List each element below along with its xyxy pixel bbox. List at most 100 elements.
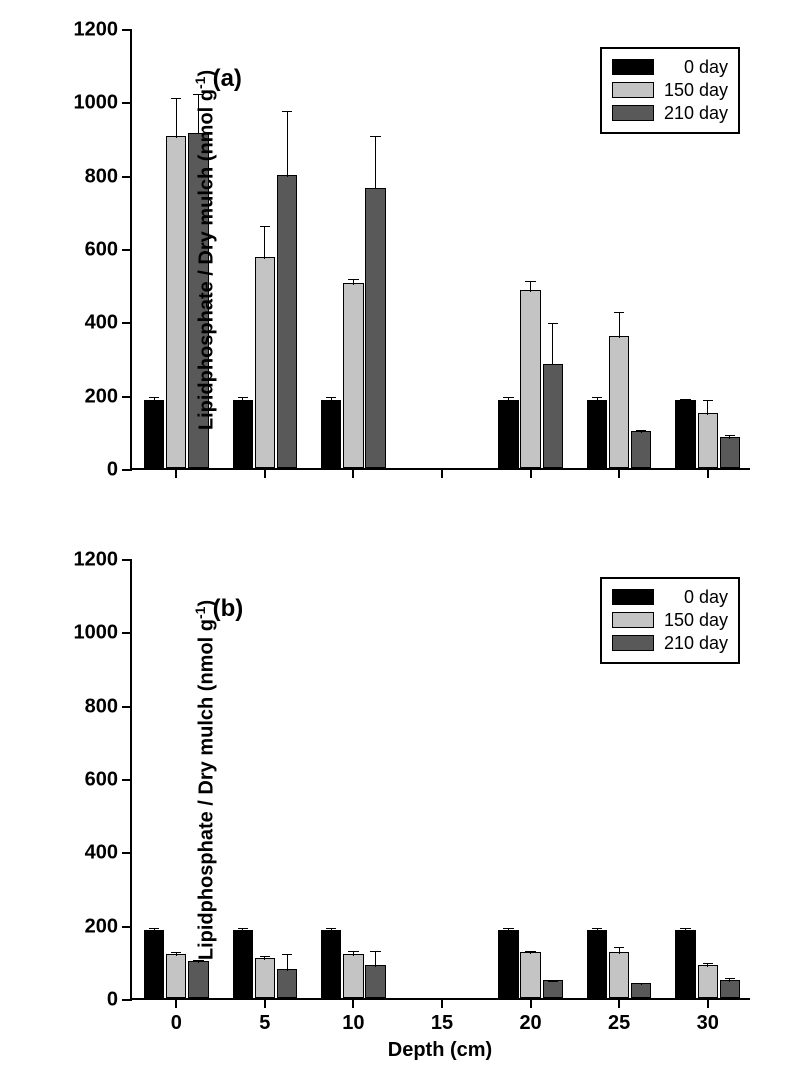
x-tick-label: 0 (171, 1012, 182, 1035)
legend-label: 0 day (664, 587, 728, 608)
x-tick-label: 20 (519, 1012, 541, 1035)
error-bar-cap (326, 397, 336, 398)
legend-swatch (612, 589, 654, 605)
y-tick (122, 926, 132, 928)
legend-item: 210 day (612, 103, 728, 124)
y-axis-label: Lipidphosphate / Dry mulch (nmol g-1) (192, 70, 219, 430)
error-bar-cap (725, 978, 735, 979)
y-tick (122, 999, 132, 1001)
legend-label: 0 day (664, 57, 728, 78)
bar (144, 400, 164, 468)
x-tick (530, 468, 532, 478)
error-bar-cap (503, 928, 513, 929)
error-bar-line (619, 947, 620, 954)
bar (520, 952, 540, 998)
error-bar-cap (725, 435, 735, 436)
error-bar-cap (171, 952, 181, 953)
error-bar-cap (703, 963, 713, 964)
error-bar-cap (260, 226, 270, 227)
bar (277, 969, 297, 998)
error-bar-line (375, 136, 376, 189)
y-tick (122, 29, 132, 31)
bar (498, 400, 518, 468)
bar (233, 930, 253, 998)
y-tick-label: 600 (85, 239, 118, 262)
x-tick (618, 998, 620, 1008)
x-tick-label: 5 (259, 1012, 270, 1035)
bar (233, 400, 253, 468)
y-tick (122, 706, 132, 708)
error-bar-cap (238, 928, 248, 929)
x-tick (352, 468, 354, 478)
error-bar-line (287, 111, 288, 177)
y-tick (122, 632, 132, 634)
error-bar-line (287, 954, 288, 971)
x-tick (175, 998, 177, 1008)
bar (720, 980, 740, 998)
bar (365, 965, 385, 998)
error-bar-line (619, 312, 620, 338)
legend-label: 210 day (664, 103, 728, 124)
figure: 020040060080010001200(a) 0 day150 day210… (0, 0, 800, 1092)
bar (609, 952, 629, 998)
legend-swatch (612, 82, 654, 98)
panel-a: 020040060080010001200(a) 0 day150 day210… (130, 30, 750, 470)
bar (321, 400, 341, 468)
x-axis-label: Depth (cm) (388, 1039, 492, 1062)
y-tick-label: 800 (85, 165, 118, 188)
x-tick (441, 468, 443, 478)
error-bar-line (264, 226, 265, 259)
y-tick (122, 559, 132, 561)
y-tick-label: 1000 (74, 92, 119, 115)
bar (631, 431, 651, 468)
error-bar-line (176, 98, 177, 138)
error-bar-cap (680, 399, 690, 400)
legend-swatch (612, 105, 654, 121)
error-bar-cap (503, 397, 513, 398)
error-bar-cap (703, 400, 713, 401)
bar (166, 136, 186, 468)
error-bar-cap (348, 951, 358, 952)
error-bar-line (530, 281, 531, 292)
plot-area: 020040060080010001200(a) 0 day150 day210… (130, 30, 750, 470)
x-tick-label: 25 (608, 1012, 630, 1035)
bar (543, 364, 563, 469)
error-bar-cap (614, 312, 624, 313)
y-tick (122, 396, 132, 398)
bar (498, 930, 518, 998)
y-tick-label: 400 (85, 842, 118, 865)
error-bar-cap (592, 397, 602, 398)
y-tick (122, 322, 132, 324)
y-tick (122, 469, 132, 471)
bar (144, 930, 164, 998)
error-bar-cap (149, 397, 159, 398)
bar (675, 400, 695, 468)
error-bar-cap (149, 928, 159, 929)
error-bar-cap (370, 951, 380, 952)
x-tick (264, 468, 266, 478)
y-tick (122, 249, 132, 251)
y-tick-label: 1200 (74, 549, 119, 572)
y-tick (122, 176, 132, 178)
y-tick-label: 1000 (74, 622, 119, 645)
legend-item: 0 day (612, 57, 728, 78)
error-bar-cap (238, 397, 248, 398)
bar (188, 961, 208, 998)
bar (343, 283, 363, 468)
bar (255, 257, 275, 468)
legend-label: 210 day (664, 633, 728, 654)
error-bar-cap (370, 136, 380, 137)
bar (255, 958, 275, 998)
y-tick-label: 200 (85, 915, 118, 938)
error-bar-cap (525, 951, 535, 952)
y-tick-label: 200 (85, 385, 118, 408)
error-bar-cap (326, 928, 336, 929)
error-bar-cap (680, 928, 690, 929)
y-tick-label: 800 (85, 695, 118, 718)
error-bar-cap (171, 98, 181, 99)
legend-swatch (612, 635, 654, 651)
y-axis-label: Lipidphosphate / Dry mulch (nmol g-1) (192, 600, 219, 960)
error-bar-cap (348, 279, 358, 280)
bar (587, 400, 607, 468)
bar (321, 930, 341, 998)
